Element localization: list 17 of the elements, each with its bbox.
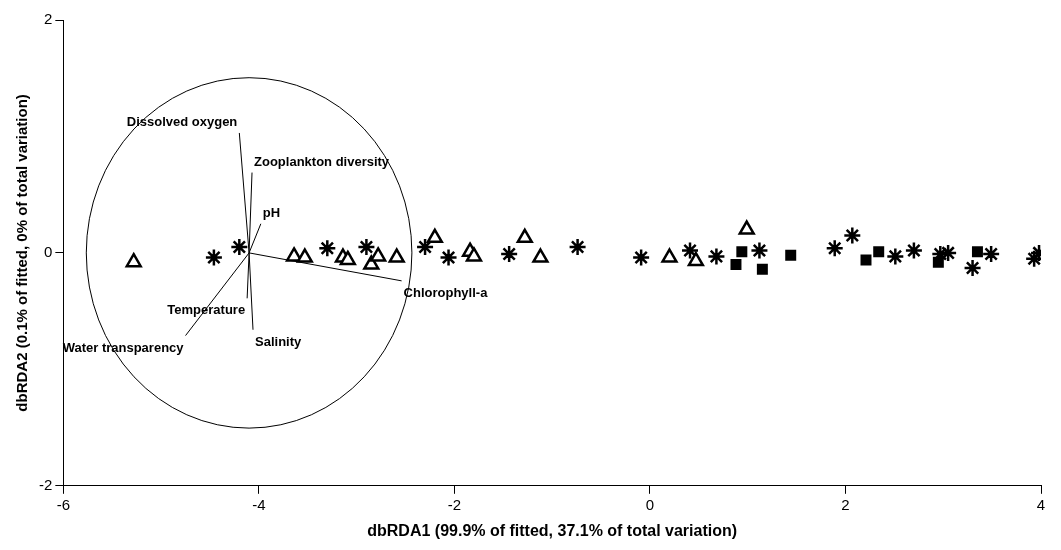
series-label: Salinity: [255, 333, 303, 349]
series-label: Zooplankton diversity: [254, 153, 390, 169]
y-axis-title: dbRDA2 (0.1% of fitted, 0% of total variation): [13, 94, 31, 412]
x-axis-title: dbRDA1 (99.9% of fitted, 37.1% of total variation): [367, 521, 738, 539]
x-tick-label: -2: [447, 495, 462, 513]
x-tick-label: -6: [56, 495, 71, 513]
x-tick-label: 4: [1036, 495, 1046, 513]
y-tick-label: -2: [38, 475, 53, 493]
series-label: Water transparency: [62, 339, 185, 355]
y-tick-label: 0: [43, 243, 53, 261]
x-tick-label: 2: [841, 495, 850, 513]
x-tick-label: -4: [252, 495, 266, 513]
series-label: Chlorophyll-a: [403, 284, 489, 300]
series-label: pH: [262, 204, 281, 220]
series-label: Temperature: [167, 302, 246, 318]
y-tick-label: 2: [43, 10, 53, 28]
x-tick-label: 0: [645, 495, 655, 513]
